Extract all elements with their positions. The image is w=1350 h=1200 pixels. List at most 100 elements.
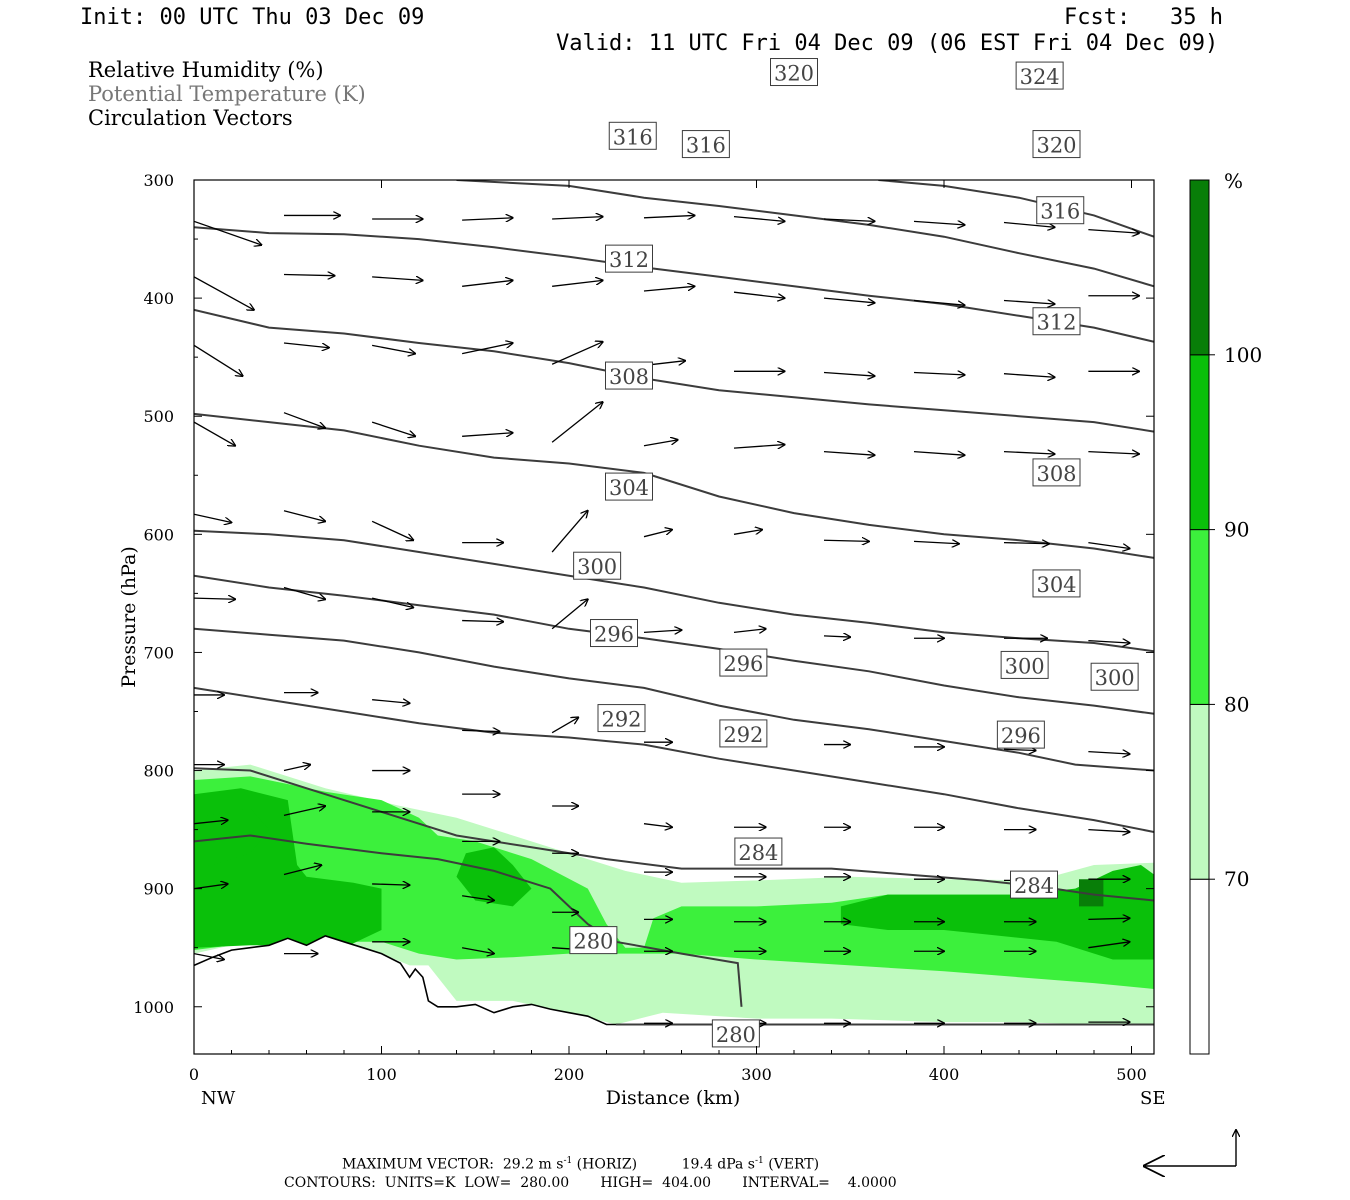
circulation-vector [462,730,500,731]
contour-label-box [770,58,818,87]
contour-label-box [590,619,638,648]
circulation-vector [194,598,235,599]
contour-label-box [573,551,622,580]
circulation-vector [1088,230,1139,234]
circulation-vector [462,218,513,220]
colorbar-label: 70 [1224,867,1249,891]
circulation-vector [1088,942,1129,949]
circulation-vector [1003,749,1036,750]
colorbar-label: 90 [1224,518,1249,542]
circulation-vector [283,510,325,522]
circulation-vector [552,280,603,287]
colorbar-unit: % [1224,169,1243,193]
circulation-vector [194,276,254,310]
x-tick-label: 200 [554,1065,585,1084]
legend-potential-temperature: Potential Temperature (K) [88,82,366,106]
circulation-vector [461,343,513,355]
contour-label-box [605,361,653,390]
colorbar-swatch [1189,529,1210,705]
colorbar-swatch [1189,354,1210,531]
circulation-vector [643,286,695,292]
colorbar-swatch [1189,179,1210,356]
vert-tag: (VERT) [768,1156,820,1173]
circulation-vector [1003,543,1049,544]
circulation-vector [462,895,494,901]
forecast-hour: Fcst: 35 h [1064,5,1223,30]
x-left-endpoint: NW [201,1088,236,1109]
contour-label-300: 300 [1005,654,1045,678]
contour-label-box [1010,870,1058,899]
x-tick-label: 500 [1116,1065,1147,1084]
circulation-vector [643,824,672,828]
rh-fill-100 [1079,879,1104,907]
circulation-vector [823,373,875,377]
circulation-vector [1088,918,1129,919]
circulation-vector [733,445,785,449]
rh-fill-90-mid [456,847,532,907]
x-right-endpoint: SE [1140,1088,1165,1109]
circulation-vector [1088,452,1139,454]
circulation-vector [283,865,322,876]
contour-label-296: 296 [1001,724,1041,748]
y-tick-label: 900 [143,880,174,899]
contour-label-box [605,472,653,501]
terrain-mask [194,935,1154,1054]
max-vector-line: MAXIMUM VECTOR: 29.2 m s-1 (HORIZ) 19.4 … [342,1156,819,1173]
circulation-vector [913,299,965,305]
colorbar-label: 80 [1224,692,1249,716]
contour-label-308: 308 [1036,462,1076,486]
contour-label-320: 320 [774,62,814,86]
circulation-vector [733,530,762,535]
theta-contour-312 [194,308,1154,433]
contour-label-284: 284 [738,841,778,865]
contour-label-304: 304 [609,476,649,500]
circulation-vector [913,541,959,543]
circulation-vector [372,700,410,704]
contour-label-box [1000,650,1049,679]
contour-label-316: 316 [613,125,653,149]
contour-label-292: 292 [601,708,641,732]
contours-info: CONTOURS: UNITS=K LOW= 280.00 HIGH= 404.… [284,1175,897,1191]
colorbar: 70 80 90 100 [1189,179,1262,1055]
contour-label-box [711,1019,760,1048]
circulation-vector [823,540,869,541]
legend-relative-humidity: Relative Humidity (%) [88,58,324,82]
circulation-vector [733,291,785,298]
max-vert-value: 19.4 dPa s [681,1156,755,1173]
contour-label-280: 280 [573,930,613,954]
contour-label-box [719,719,768,748]
circulation-vector [733,629,766,633]
contour-labels: 280 280 284 284 292 292 296 296 296 300 300 300 304 3… [569,58,1139,1048]
contour-label-324: 324 [1020,65,1060,89]
circulation-vector [372,277,423,281]
contour-label-292: 292 [723,723,763,747]
x-axis-label: Distance (km) [606,1087,741,1109]
circulation-vector [1003,221,1055,228]
theta-contour-308 [194,412,1154,559]
colorbar-label: 100 [1224,343,1262,367]
contour-label-box [996,720,1045,749]
y-tick-label: 300 [143,171,174,190]
terrain-line [194,935,1154,1026]
circulation-vector [1088,752,1129,754]
horiz-tag: (HORIZ) [576,1156,638,1173]
circulation-vectors [194,215,1139,1023]
y-tick-label: 600 [143,525,174,544]
theta-contours [194,180,1154,1026]
theta-contour-300 [194,574,1154,715]
x-tick-label: 100 [366,1065,397,1084]
contour-label-box [734,837,783,866]
contour-label-312: 312 [1036,311,1076,335]
rh-fill-80 [194,776,1154,989]
y-tick-label: 500 [143,407,174,426]
max-vector-label: MAXIMUM VECTOR: [342,1156,494,1173]
theta-contour-324 [878,180,1154,238]
contour-label-312: 312 [609,248,649,272]
circulation-vector [551,511,588,553]
circulation-vector [913,452,965,456]
circulation-vector [823,452,875,456]
contour-label-box [1015,61,1064,90]
plot-frame [193,179,1155,1055]
contour-label-box [681,130,730,159]
